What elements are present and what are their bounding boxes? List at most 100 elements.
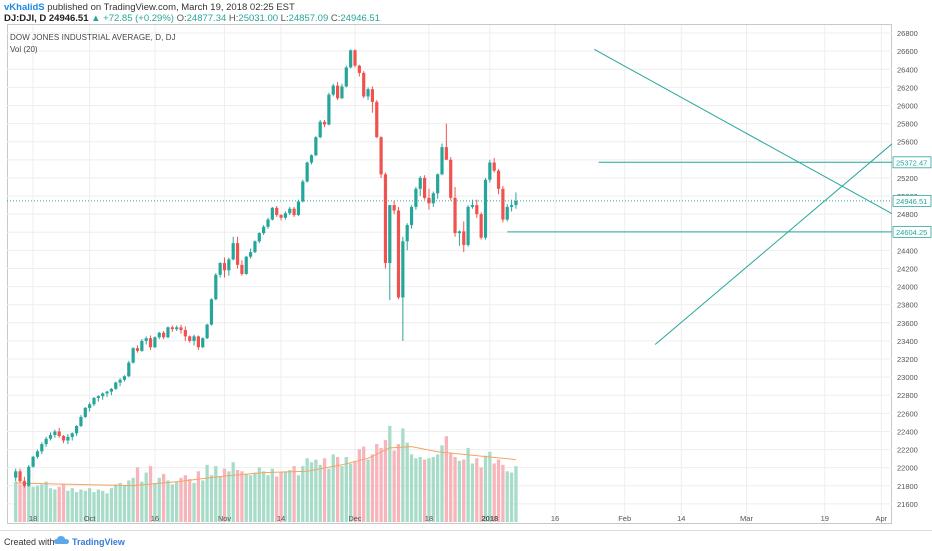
candle-body	[514, 200, 518, 206]
volume-bar	[157, 477, 161, 522]
volume-bar	[153, 483, 157, 522]
price-tick-label: 22800	[897, 391, 918, 400]
volume-bar	[227, 471, 231, 522]
candle-body	[288, 208, 292, 214]
volume-bar	[283, 471, 288, 522]
candle-body	[375, 101, 379, 138]
high-label: H:	[228, 13, 239, 24]
volume-bar	[201, 480, 205, 522]
candle-body	[275, 207, 279, 216]
candle-body	[470, 205, 475, 207]
volume-bar	[401, 428, 405, 522]
volume-bar	[375, 444, 379, 522]
candle-body	[183, 330, 187, 337]
time-tick-label: 19	[821, 514, 829, 523]
price-tick-label: 22400	[897, 427, 918, 436]
price-label-text: 25372.47	[896, 158, 927, 167]
candle-body	[135, 348, 140, 351]
candle-body	[231, 243, 235, 260]
candle-body	[209, 299, 214, 325]
volume-bar	[357, 449, 361, 522]
volume-bar	[449, 453, 453, 522]
volume-bar	[344, 457, 348, 522]
candle-body	[88, 404, 92, 408]
candle-body	[279, 215, 283, 218]
volume-bar	[318, 464, 322, 522]
time-tick-label: Dec	[348, 514, 362, 523]
candle-body	[301, 181, 305, 202]
candle-body	[140, 340, 144, 351]
volume-bar	[31, 486, 35, 522]
candle-body	[327, 94, 331, 125]
volume-bar	[383, 440, 388, 522]
volume-bar	[183, 475, 187, 522]
volume-bar	[418, 457, 422, 522]
price-label-box	[892, 194, 932, 207]
time-tick-label: 16	[551, 514, 559, 523]
price-tick-label: 26600	[897, 47, 918, 56]
candle-body	[131, 348, 135, 363]
candle-body	[144, 338, 148, 341]
price-tick-label: 22000	[897, 464, 918, 473]
candle-body	[235, 243, 240, 265]
low-label: L:	[280, 13, 289, 24]
open-label: O:	[176, 13, 187, 24]
candle-body	[396, 210, 401, 298]
volume-bar	[379, 447, 383, 522]
candle-body	[218, 263, 222, 275]
candle-body	[83, 407, 87, 417]
time-tick-label: 14	[677, 514, 685, 523]
volume-bar	[61, 484, 66, 522]
candle-body	[153, 337, 157, 348]
price-tick-label: 23000	[897, 373, 918, 382]
volume-ma-line	[15, 446, 516, 487]
author-link[interactable]: vKhalidS	[4, 2, 45, 13]
candle-body	[14, 471, 18, 478]
candle-body	[109, 388, 113, 392]
candle-body	[340, 86, 344, 99]
candle-body	[61, 435, 66, 441]
volume-bar	[314, 459, 318, 522]
time-axis: 18Oct16Nov14Dec18201816Feb14Mar19Apr16	[29, 514, 888, 523]
candle-body	[249, 252, 253, 257]
volume-bar	[161, 473, 166, 522]
price-tick-label: 23400	[897, 337, 918, 346]
candle-body	[379, 137, 383, 175]
candle-body	[436, 174, 440, 194]
time-tick-label: Mar	[740, 514, 753, 523]
candle-body	[457, 231, 461, 234]
candle-body	[188, 336, 192, 341]
volume-bar	[244, 473, 248, 522]
close-label: C:	[330, 13, 341, 24]
volume-bar	[331, 454, 335, 522]
chart-title: DOW JONES INDUSTRIAL AVERAGE, D, DJ	[10, 33, 176, 42]
candle-body	[257, 233, 261, 242]
candle-body	[122, 376, 127, 380]
volume-bar	[457, 460, 462, 522]
candle-body	[305, 162, 309, 182]
volume-bar	[140, 481, 144, 522]
price-label-text: 24604.25	[896, 228, 927, 237]
volume-bar	[370, 454, 375, 522]
volume-bar	[18, 484, 22, 522]
price-tick-label: 22600	[897, 409, 918, 418]
candle-body	[309, 155, 314, 163]
candle-body	[362, 72, 366, 97]
volume-bar	[262, 471, 266, 522]
candle-body	[388, 205, 392, 264]
candle-body	[92, 397, 96, 405]
tradingview-brand[interactable]: TradingView	[72, 537, 125, 547]
time-tick-label: 14	[277, 514, 285, 523]
candle-body	[31, 456, 35, 467]
trendline	[654, 134, 904, 345]
candle-body	[475, 205, 479, 215]
ohlc-line: DJ:DJI, D 24946.51 ▲ +72.85 (+0.29%) O:2…	[4, 13, 380, 24]
horizontal-levels	[7, 161, 892, 233]
candle-body	[214, 274, 218, 300]
volume-bar	[440, 445, 444, 522]
candle-body	[423, 177, 427, 198]
volume-bar	[509, 472, 514, 522]
candle-body	[357, 65, 361, 73]
candle-body	[27, 466, 31, 486]
